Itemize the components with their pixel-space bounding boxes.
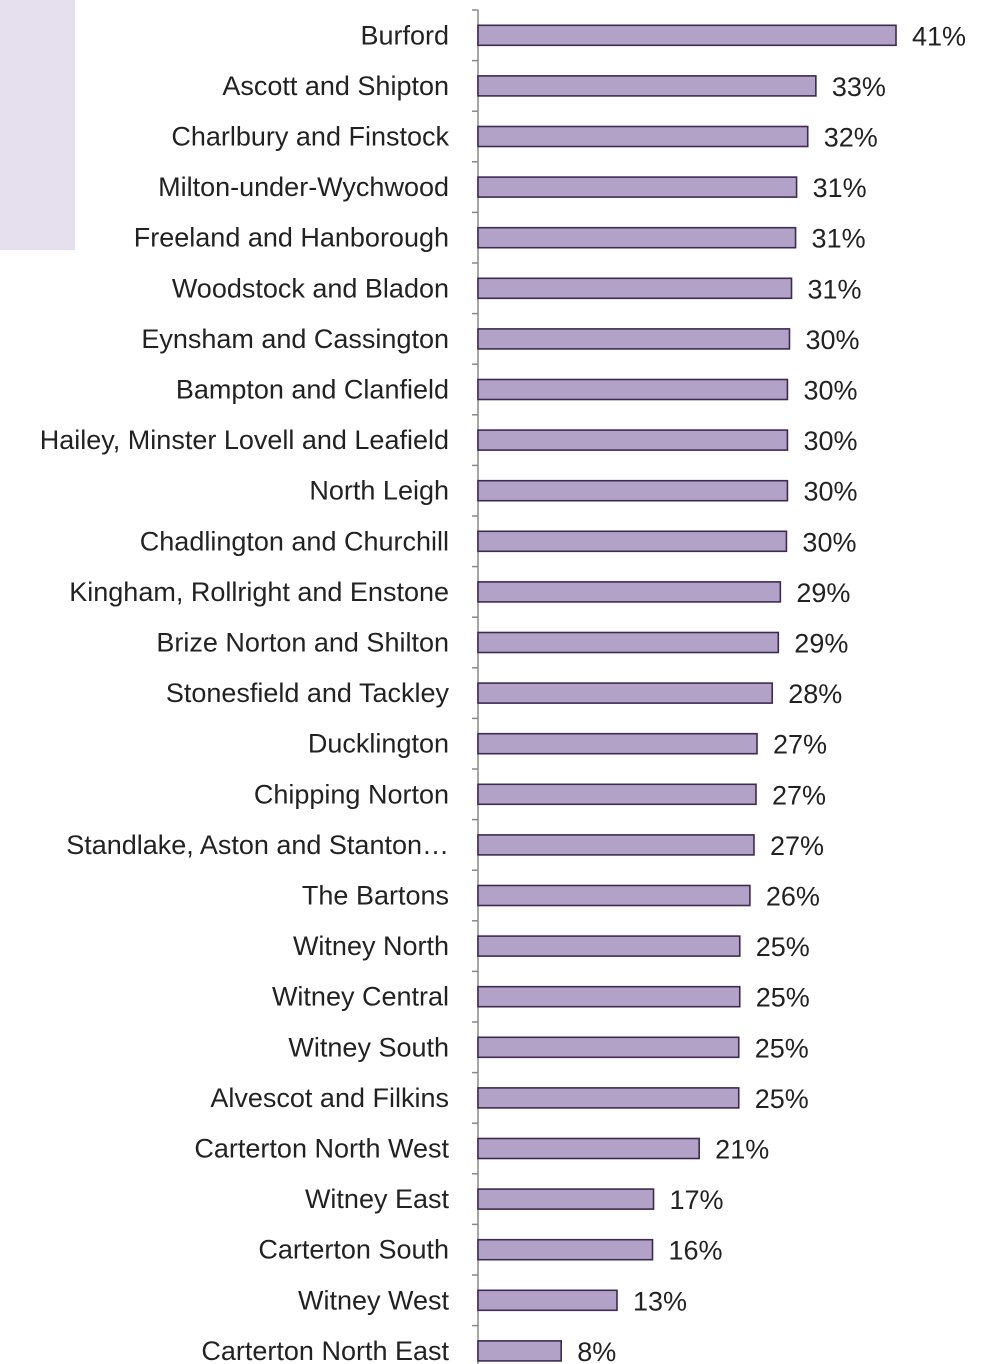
- data-label: 31%: [812, 224, 866, 254]
- data-label: 30%: [803, 376, 857, 406]
- bar: [477, 783, 757, 806]
- bar: [477, 24, 897, 47]
- data-label: 30%: [803, 477, 857, 507]
- bar: [477, 378, 789, 401]
- category-label: Carterton North West: [194, 1134, 449, 1164]
- category-label: Witney Central: [272, 982, 449, 1012]
- bar: [477, 581, 782, 603]
- category-label: Hailey, Minster Lovell and Leafield: [40, 425, 449, 455]
- category-label: Stonesfield and Tackley: [166, 678, 450, 708]
- category-label: Carterton North East: [201, 1336, 449, 1364]
- data-label: 30%: [802, 527, 856, 557]
- category-label: Eynsham and Cassington: [141, 324, 449, 354]
- data-label: 25%: [756, 932, 810, 962]
- data-label: 25%: [756, 983, 810, 1013]
- bar: [477, 176, 798, 198]
- category-label: Chadlington and Churchill: [140, 526, 449, 556]
- category-label: Witney South: [288, 1032, 449, 1062]
- labels-layer: Burford 41% Ascott and Shipton 33% Charlbury…: [40, 20, 966, 1364]
- bar: [477, 631, 780, 654]
- category-label: Brize Norton and Shilton: [156, 628, 449, 658]
- category-label: Ascott and Shipton: [222, 71, 449, 101]
- bar: [477, 1340, 562, 1362]
- category-label: Ducklington: [308, 729, 449, 759]
- bar: [477, 682, 774, 704]
- data-label: 32%: [824, 123, 878, 153]
- bar: [477, 125, 809, 148]
- data-label: 30%: [805, 325, 859, 355]
- category-label: Bampton and Clanfield: [176, 375, 449, 405]
- bar: [477, 328, 791, 350]
- bar: [477, 834, 755, 856]
- category-label: Alvescot and Filkins: [210, 1083, 449, 1113]
- category-label: Kingham, Rollright and Enstone: [69, 577, 449, 607]
- data-label: 31%: [813, 173, 867, 203]
- bar: [477, 479, 789, 502]
- bar: [477, 1289, 618, 1312]
- bar: [477, 1036, 740, 1059]
- side-panel: [0, 0, 75, 250]
- data-label: 25%: [755, 1084, 809, 1114]
- category-label: Witney East: [305, 1184, 450, 1214]
- bar: [477, 277, 793, 300]
- bars-layer: [477, 24, 897, 1362]
- data-label: 8%: [577, 1337, 616, 1364]
- bar: [477, 429, 789, 451]
- category-label: Burford: [360, 20, 449, 50]
- bar: [477, 1188, 655, 1210]
- bar: [477, 1087, 740, 1109]
- bar: [477, 985, 741, 1008]
- data-label: 33%: [832, 72, 886, 102]
- category-label: Witney North: [293, 931, 449, 961]
- bar: [477, 75, 817, 97]
- category-label: The Bartons: [302, 881, 449, 911]
- category-label: Milton-under-Wychwood: [158, 172, 449, 202]
- category-label: Carterton South: [258, 1235, 449, 1265]
- data-label: 26%: [766, 882, 820, 912]
- data-label: 27%: [773, 730, 827, 760]
- data-label: 29%: [794, 629, 848, 659]
- axis-layer: [472, 9, 479, 1364]
- category-label: Chipping Norton: [254, 779, 449, 809]
- data-label: 21%: [715, 1135, 769, 1165]
- data-label: 25%: [755, 1033, 809, 1063]
- bar: [477, 530, 788, 553]
- bar: [477, 1238, 654, 1261]
- data-label: 17%: [670, 1185, 724, 1215]
- category-label: Charlbury and Finstock: [171, 122, 449, 152]
- data-label: 31%: [808, 274, 862, 304]
- category-label: Standlake, Aston and Stanton…: [66, 830, 449, 860]
- data-label: 16%: [669, 1236, 723, 1266]
- data-label: 28%: [788, 679, 842, 709]
- bar: [477, 1137, 700, 1160]
- data-label: 27%: [772, 780, 826, 810]
- category-label: Freeland and Hanborough: [134, 223, 449, 253]
- data-label: 30%: [803, 426, 857, 456]
- data-label: 13%: [633, 1286, 687, 1316]
- bar: [477, 226, 797, 249]
- data-label: 27%: [770, 831, 824, 861]
- bar: [477, 884, 751, 907]
- data-label: 29%: [796, 578, 850, 608]
- category-label: Woodstock and Bladon: [172, 273, 449, 303]
- bar: [477, 935, 741, 957]
- data-label: 41%: [912, 21, 966, 51]
- category-label: North Leigh: [309, 476, 449, 506]
- bar: [477, 732, 758, 755]
- category-label: Witney West: [298, 1285, 450, 1315]
